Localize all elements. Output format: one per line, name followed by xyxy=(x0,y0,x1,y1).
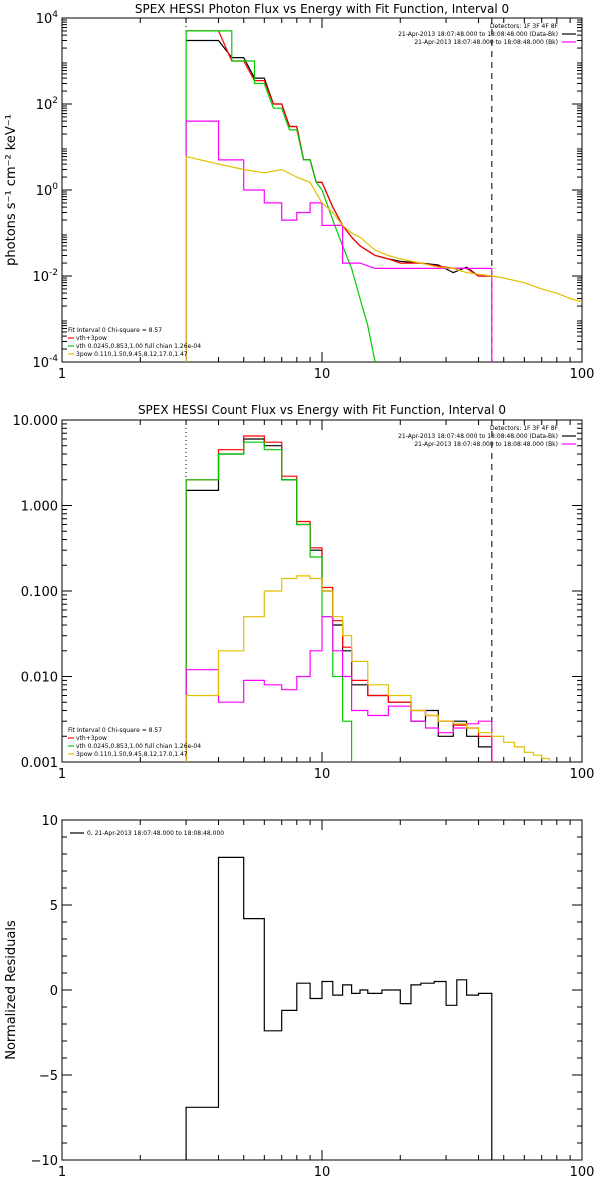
series-line xyxy=(185,435,493,762)
series-group xyxy=(185,30,582,362)
x-tick-label: 10 xyxy=(314,1165,331,1180)
legend-top-left: 0, 21-Apr-2013 18:07:48.000 to 18:08:48.… xyxy=(70,830,224,837)
legend-text: 0, 21-Apr-2013 18:07:48.000 to 18:08:48.… xyxy=(87,830,224,837)
legend-text: 21-Apr-2013 18:07:48.000 to 18:08:48.000… xyxy=(414,39,558,46)
y-tick-exponent: -4 xyxy=(49,354,58,364)
legend-text: 21-Apr-2013 18:07:48.000 to 18:08:48.000… xyxy=(398,433,558,440)
y-tick-label: 1.000 xyxy=(21,500,58,515)
panel-count-flux: SPEX HESSI Count Flux vs Energy with Fit… xyxy=(13,403,595,782)
x-tick-label: 10 xyxy=(314,767,331,782)
x-tick-label: 100 xyxy=(570,367,595,382)
y-tick-base: 10 xyxy=(32,270,49,285)
x-tick-label: 1 xyxy=(58,767,66,782)
x-tick-label: 1 xyxy=(58,367,66,382)
x-tick-label: 1 xyxy=(58,1165,66,1180)
y-tick-label: 102 xyxy=(36,96,58,113)
axis-ticks: 1 10 100 10 5 0 −5 −10 xyxy=(31,814,595,1180)
y-tick-label: 0 xyxy=(50,984,58,999)
y-tick-label: 0.010 xyxy=(21,671,58,686)
series-group xyxy=(185,856,493,1160)
x-tick-label: 100 xyxy=(570,767,595,782)
y-tick-label: 100 xyxy=(36,182,59,199)
legend-text: 21-Apr-2013 18:07:48.000 to 18:08:48.000… xyxy=(398,31,558,38)
y-axis-label: photons s⁻¹ cm⁻² keV⁻¹ xyxy=(4,114,19,266)
legend-text: 3pow 0.110,1.50,9.45,8.12,17.0,1.47 xyxy=(76,351,188,358)
series-line xyxy=(185,438,493,762)
legend-left: Fit Interval 0 Chi-square = 8.57vth+3pow… xyxy=(68,327,201,358)
legend-left: Fit Interval 0 Chi-square = 8.57vth+3pow… xyxy=(68,727,201,758)
legend-text: 21-Apr-2013 18:07:48.000 to 18:08:48.000… xyxy=(414,441,558,448)
legend-text: Fit Interval 0 Chi-square = 8.57 xyxy=(68,327,162,334)
series-line xyxy=(186,30,492,277)
y-tick-label: 5 xyxy=(50,899,58,914)
chart-title: SPEX HESSI Photon Flux vs Energy with Fi… xyxy=(135,2,509,16)
legend-text: vth+3pow xyxy=(76,735,107,742)
y-tick-label: −5 xyxy=(39,1069,58,1084)
series-line xyxy=(185,155,582,362)
legend-text: Fit Interval 0 Chi-square = 8.57 xyxy=(68,727,162,734)
series-line xyxy=(185,441,353,762)
y-tick-label: 10.000 xyxy=(13,414,59,429)
y-tick-label: 0.100 xyxy=(21,585,58,600)
legend-text: Detectors: 1F 3F 4F 8F xyxy=(490,425,559,432)
panel-photon-flux: SPEX HESSI Photon Flux vs Energy with Fi… xyxy=(4,2,594,382)
series-line xyxy=(185,856,493,1160)
legend-text: vth 0.0245,0.853,1.00 full chian 1.26e-0… xyxy=(76,743,201,750)
y-tick-exponent: 2 xyxy=(52,96,58,106)
y-axis-label: Normalized Residuals xyxy=(4,920,19,1060)
legend-text: vth+3pow xyxy=(76,335,107,342)
y-tick-label: 10 xyxy=(41,814,58,829)
y-tick-label: 10-2 xyxy=(32,268,58,285)
legend-text: vth 0.0245,0.853,1.00 full chian 1.26e-0… xyxy=(76,343,201,350)
series-group xyxy=(185,435,551,762)
x-tick-label: 10 xyxy=(314,367,331,382)
y-tick-base: 10 xyxy=(36,12,53,27)
series-line xyxy=(185,120,493,362)
y-tick-exponent: -2 xyxy=(49,268,58,278)
y-tick-label: 0.001 xyxy=(21,756,58,771)
reference-lines xyxy=(185,18,493,362)
series-line xyxy=(185,616,493,762)
series-line xyxy=(185,30,376,362)
legend-text: 3pow 0.110,1.50,9.45,8.12,17.0,1.47 xyxy=(76,751,188,758)
panel-residuals: Normalized Residuals 1 10 100 10 5 0 −5 −10 0, … xyxy=(4,814,594,1180)
reference-lines xyxy=(185,420,493,762)
y-tick-base: 10 xyxy=(36,98,53,113)
y-tick-exponent: 4 xyxy=(52,10,58,20)
series-line xyxy=(186,39,492,277)
axis-ticks: 1 10 100 0.001 0.010 0.100 1.000 10.000 xyxy=(13,414,595,782)
series-line xyxy=(185,575,551,762)
y-tick-exponent: 0 xyxy=(52,182,58,192)
y-tick-base: 10 xyxy=(32,356,49,371)
y-tick-label: 10-4 xyxy=(32,354,58,371)
y-tick-base: 10 xyxy=(36,184,53,199)
x-tick-label: 100 xyxy=(570,1165,595,1180)
legend-text: Detectors: 1F 3F 4F 8F xyxy=(490,23,559,30)
chart-title: SPEX HESSI Count Flux vs Energy with Fit… xyxy=(138,403,506,417)
y-tick-label: 104 xyxy=(36,10,59,27)
y-tick-label: −10 xyxy=(31,1154,58,1169)
